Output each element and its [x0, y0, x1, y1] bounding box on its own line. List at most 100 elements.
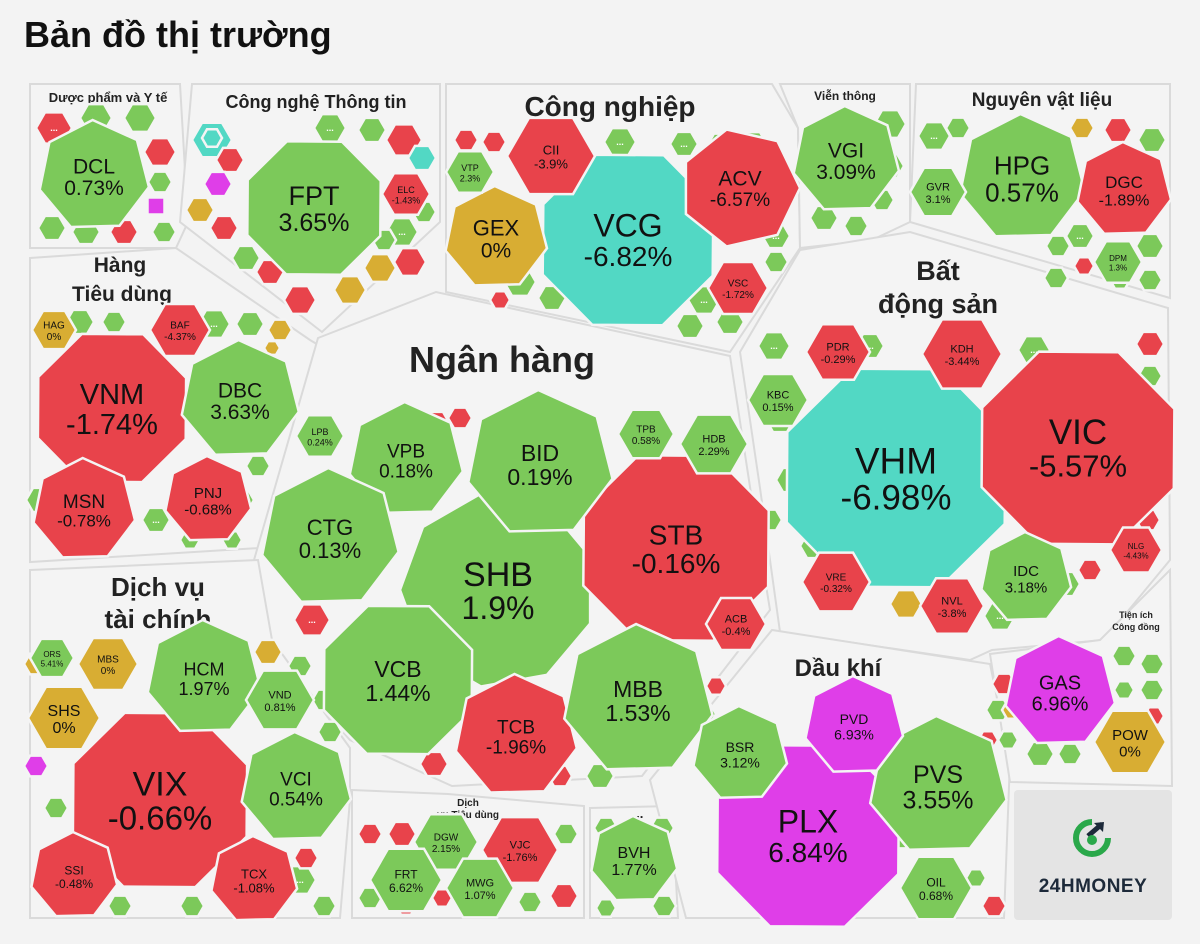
minor-stock-cell[interactable]: [244, 454, 272, 478]
stock-cell-vnd[interactable]: [244, 669, 316, 731]
stock-cell-mwg[interactable]: [444, 857, 516, 919]
minor-stock-cell[interactable]: [1056, 742, 1084, 766]
minor-stock-cell[interactable]: [668, 130, 700, 158]
stock-cell-pvd[interactable]: [804, 674, 905, 773]
minor-stock-cell[interactable]: [214, 146, 246, 174]
stock-cell-vix[interactable]: [71, 711, 249, 889]
stock-cell-bsr[interactable]: [692, 704, 789, 799]
stock-cell-pdr[interactable]: [804, 323, 872, 381]
minor-stock-cell[interactable]: [446, 406, 474, 430]
minor-stock-cell[interactable]: [208, 214, 240, 242]
minor-stock-cell[interactable]: [1112, 680, 1136, 700]
minor-stock-cell[interactable]: [282, 284, 318, 316]
stock-cell-vpb[interactable]: [348, 400, 465, 515]
minor-stock-cell[interactable]: [234, 310, 266, 338]
minor-stock-cell[interactable]: [230, 244, 262, 272]
stock-cell-dpm[interactable]: [1092, 239, 1144, 285]
stock-cell-hdb[interactable]: [678, 413, 750, 475]
stock-cell-tcx[interactable]: [210, 834, 299, 922]
stock-cell-gex[interactable]: [444, 184, 549, 287]
minor-stock-cell[interactable]: [178, 894, 206, 918]
stock-cell-gas[interactable]: [1004, 634, 1117, 745]
minor-stock-cell[interactable]: [406, 144, 438, 172]
minor-stock-cell[interactable]: [106, 894, 134, 918]
minor-stock-cell[interactable]: [202, 170, 234, 198]
minor-stock-cell[interactable]: [552, 822, 580, 846]
stock-cell-kbc[interactable]: [746, 372, 810, 428]
stock-cell-pvs[interactable]: [868, 714, 1008, 852]
minor-stock-cell[interactable]: [944, 116, 972, 140]
minor-stock-cell[interactable]: [392, 246, 428, 278]
minor-stock-cell[interactable]: [362, 252, 398, 284]
stock-cell-bid[interactable]: [466, 388, 614, 533]
minor-stock-cell[interactable]: [142, 136, 178, 168]
stock-cell-vgi[interactable]: [792, 104, 901, 211]
minor-stock-cell[interactable]: [36, 214, 68, 242]
minor-stock-cell[interactable]: [292, 846, 320, 870]
minor-stock-cell[interactable]: [1064, 222, 1096, 250]
stock-cell-hpg[interactable]: [958, 112, 1087, 238]
minor-stock-cell[interactable]: [996, 730, 1020, 750]
minor-stock-cell[interactable]: [1134, 232, 1166, 260]
minor-stock-cell[interactable]: [674, 312, 706, 340]
stock-cell-cii[interactable]: [505, 116, 597, 196]
stock-cell-hag[interactable]: [30, 309, 78, 351]
minor-stock-cell[interactable]: [150, 220, 178, 244]
stock-cell-frt[interactable]: [368, 847, 444, 913]
stock-cell-shs[interactable]: [26, 685, 102, 751]
stock-cell-nvl[interactable]: [918, 577, 986, 635]
minor-stock-cell[interactable]: [1138, 652, 1166, 676]
stock-cell-msn[interactable]: [32, 456, 137, 559]
stock-cell-dbc[interactable]: [180, 338, 301, 456]
minor-stock-cell[interactable]: [1136, 268, 1164, 292]
stock-cell-pow[interactable]: [1092, 709, 1168, 775]
minor-stock-cell[interactable]: [386, 820, 418, 848]
minor-stock-cell[interactable]: [418, 750, 450, 778]
minor-stock-cell[interactable]: [252, 638, 284, 666]
stock-cell-mbb[interactable]: [562, 622, 714, 771]
stock-cell-fpt[interactable]: [246, 140, 382, 276]
minor-stock-cell[interactable]: [916, 120, 952, 152]
minor-stock-cell[interactable]: [1042, 266, 1070, 290]
minor-stock-cell[interactable]: [516, 890, 544, 914]
minor-stock-cell[interactable]: [452, 128, 480, 152]
minor-stock-cell[interactable]: [22, 754, 50, 778]
stock-cell-vci[interactable]: [240, 730, 353, 841]
minor-stock-cell[interactable]: [146, 196, 166, 216]
stock-cell-gvr[interactable]: [908, 166, 968, 218]
minor-stock-cell[interactable]: [480, 130, 508, 154]
stock-cell-tcb[interactable]: [454, 672, 579, 794]
minor-stock-cell[interactable]: [146, 170, 174, 194]
stock-cell-lpb[interactable]: [294, 413, 346, 459]
minor-stock-cell[interactable]: [184, 196, 216, 224]
minor-stock-cell[interactable]: [888, 588, 924, 620]
minor-stock-cell[interactable]: [42, 796, 70, 820]
minor-stock-cell[interactable]: [100, 310, 128, 334]
stock-cell-mbs[interactable]: [76, 636, 140, 692]
minor-stock-cell[interactable]: [762, 250, 790, 274]
minor-stock-cell[interactable]: [756, 330, 792, 362]
stock-cell-acv[interactable]: [684, 128, 802, 248]
stock-cell-bvh[interactable]: [590, 814, 679, 902]
minor-stock-cell[interactable]: [332, 274, 368, 306]
stock-cell-vcb[interactable]: [322, 604, 474, 756]
minor-stock-cell[interactable]: [548, 882, 580, 910]
minor-stock-cell[interactable]: [200, 128, 224, 148]
minor-stock-cell[interactable]: [1076, 558, 1104, 582]
minor-stock-cell[interactable]: [1068, 116, 1096, 140]
minor-stock-cell[interactable]: [266, 318, 294, 342]
stock-cell-ctg[interactable]: [260, 466, 400, 604]
minor-stock-cell[interactable]: [594, 898, 618, 918]
minor-stock-cell[interactable]: [310, 894, 338, 918]
minor-stock-cell[interactable]: [1102, 116, 1134, 144]
stock-cell-pnj[interactable]: [164, 454, 253, 542]
minor-stock-cell[interactable]: [1110, 644, 1138, 668]
stock-cell-kdh[interactable]: [920, 318, 1004, 390]
minor-stock-cell[interactable]: [122, 102, 158, 134]
stock-cell-baf[interactable]: [148, 302, 212, 358]
minor-stock-cell[interactable]: [650, 894, 678, 918]
stock-cell-ssi[interactable]: [30, 830, 119, 918]
stock-cell-nlg[interactable]: [1108, 526, 1164, 574]
minor-stock-cell[interactable]: [1044, 234, 1072, 258]
stock-cell-hcm[interactable]: [146, 618, 263, 733]
